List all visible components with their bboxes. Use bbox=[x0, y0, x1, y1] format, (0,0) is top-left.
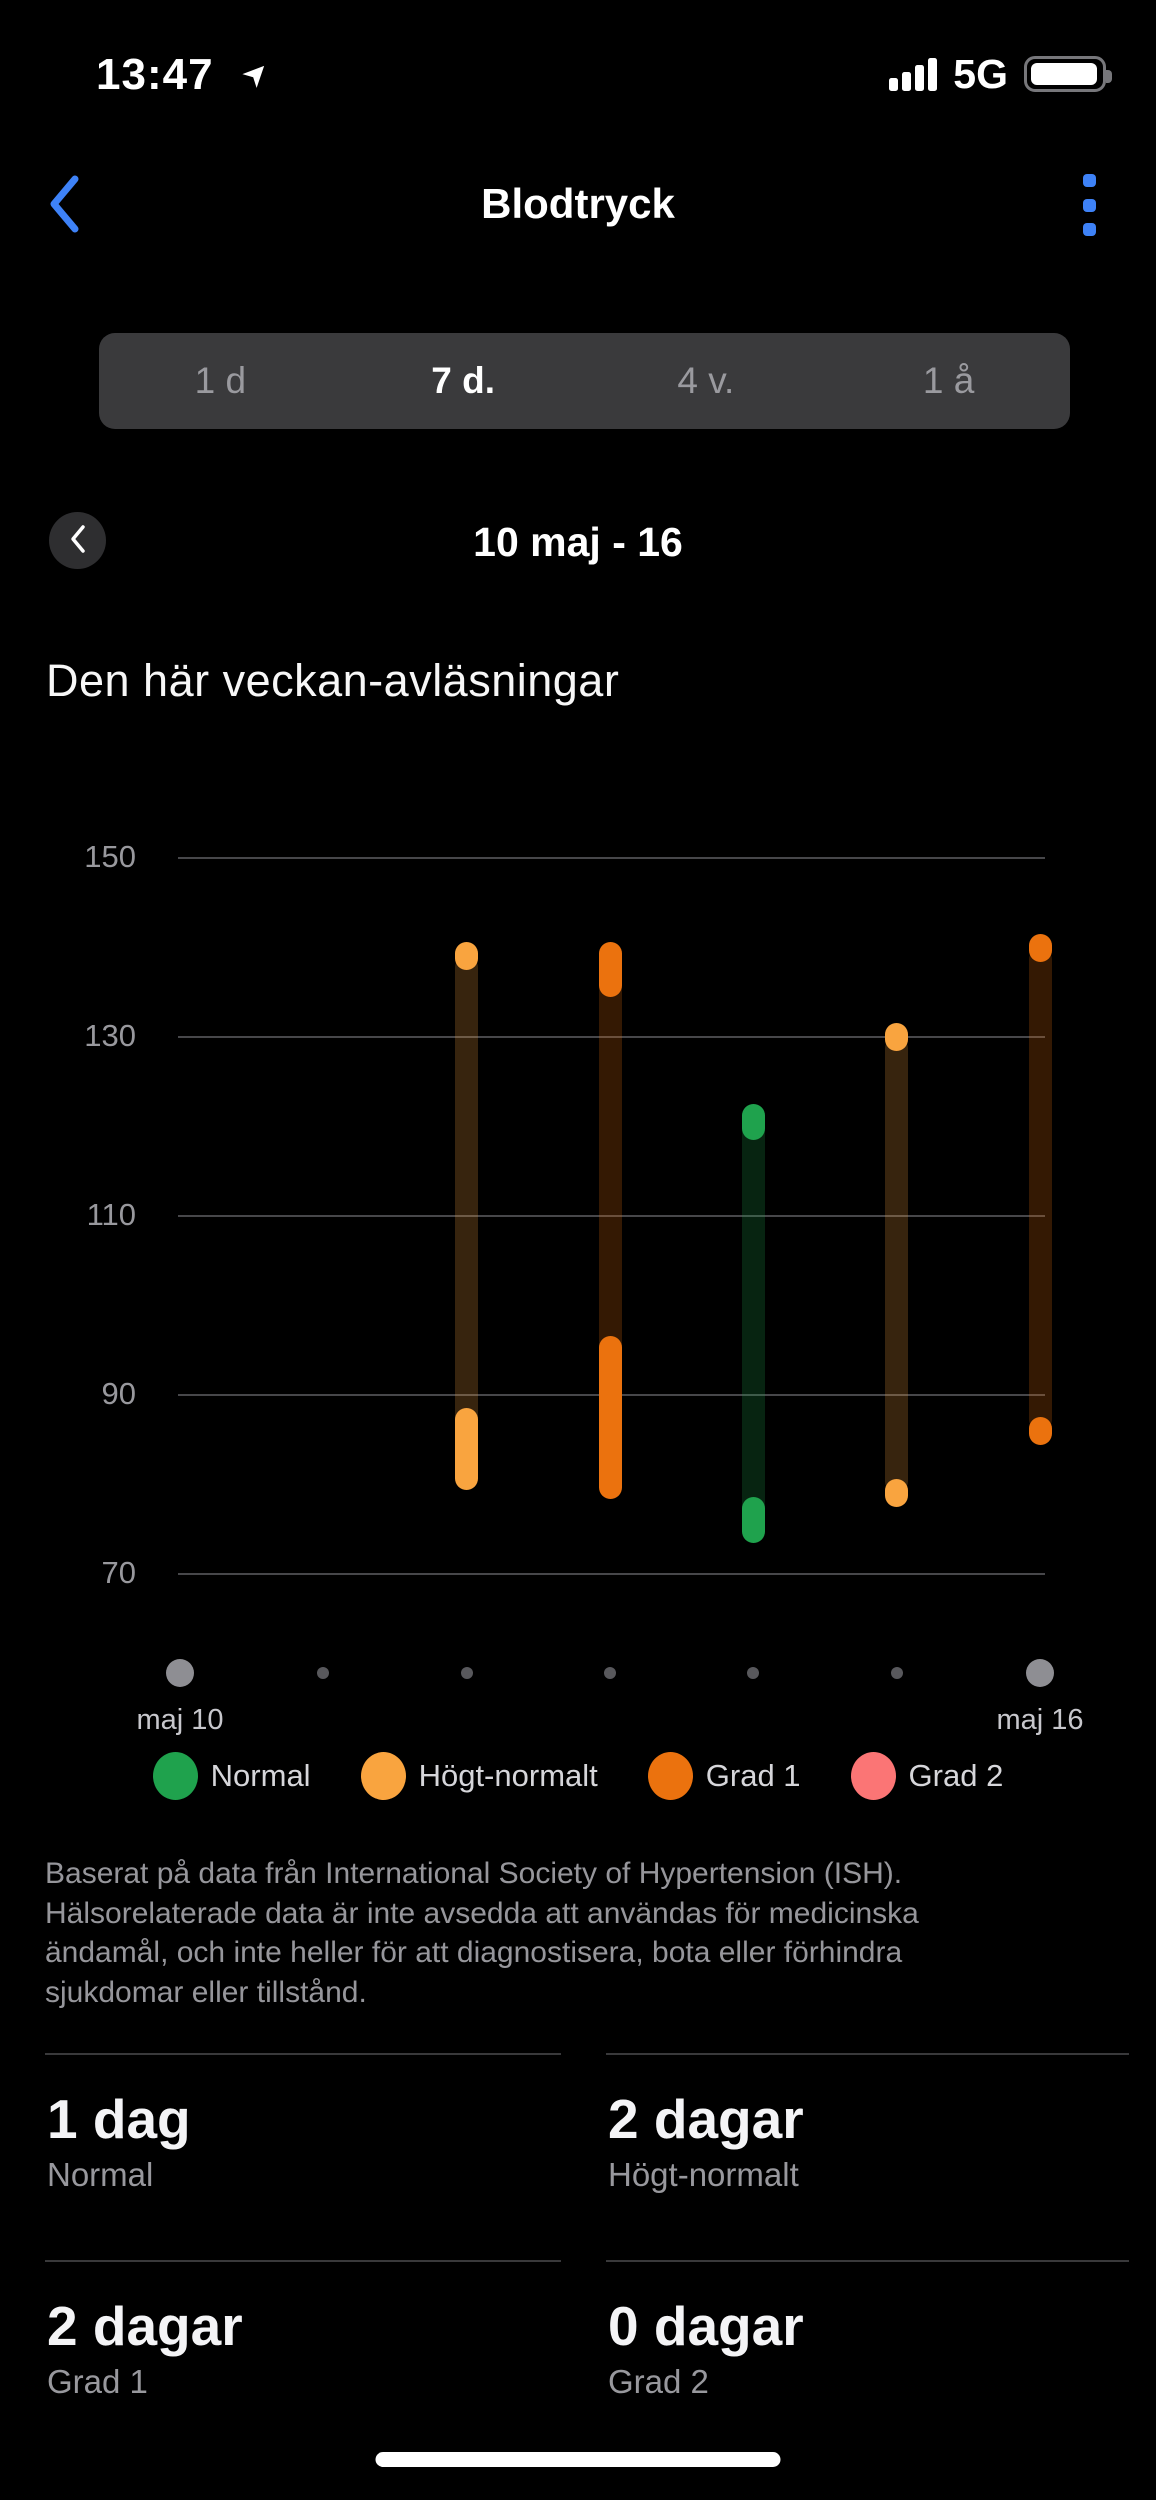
legend-dot bbox=[152, 1752, 198, 1800]
legend-dot bbox=[360, 1752, 406, 1800]
chart-gridline bbox=[178, 1573, 1045, 1575]
systolic-dot bbox=[885, 1023, 909, 1051]
stat-value: 2 dagar bbox=[47, 2295, 243, 2357]
legend-item: Grad 2 bbox=[850, 1752, 1004, 1800]
kebab-icon bbox=[1082, 223, 1096, 236]
back-button[interactable] bbox=[40, 172, 88, 236]
segment-option[interactable]: 1 d bbox=[99, 333, 342, 429]
week-range-label: 10 maj - 16 bbox=[473, 519, 683, 565]
disclaimer-line: ändamål, och inte heller för att diagnos… bbox=[45, 1936, 903, 1969]
chart-ytick-label: 130 bbox=[84, 1018, 136, 1053]
segment-option[interactable]: 4 v. bbox=[585, 333, 828, 429]
disclaimer-text: Baserat på data från International Socie… bbox=[45, 1854, 1125, 2012]
stat-value: 0 dagar bbox=[608, 2295, 804, 2357]
chart-ytick-label: 110 bbox=[86, 1197, 136, 1232]
diastolic-dot bbox=[598, 1336, 622, 1499]
x-axis-dot bbox=[890, 1667, 903, 1679]
kebab-icon bbox=[1082, 174, 1096, 187]
x-axis-dot bbox=[460, 1667, 473, 1679]
diastolic-dot bbox=[885, 1479, 909, 1508]
bp-day-track bbox=[741, 1117, 765, 1530]
back-chevron-icon bbox=[44, 175, 84, 239]
signal-bar bbox=[902, 72, 912, 91]
previous-week-button[interactable] bbox=[49, 512, 106, 569]
diastolic-dot bbox=[455, 1407, 479, 1490]
chart-legend: Normal Högt-normalt Grad 1 Grad 2 bbox=[0, 1752, 1156, 1800]
status-bar: 13:47 ➤ 5G bbox=[0, 44, 1156, 114]
x-axis-dot bbox=[317, 1667, 330, 1679]
chart-gridline bbox=[178, 1215, 1045, 1217]
x-axis-dot bbox=[166, 1659, 194, 1687]
x-axis-dot bbox=[747, 1667, 760, 1679]
chart-ytick-label: 70 bbox=[101, 1555, 136, 1590]
stats-grid: 1 dag Normal 2 dagar Högt-normalt 2 dagar Gra… bbox=[45, 2053, 1129, 2467]
x-axis-dot bbox=[604, 1667, 616, 1679]
stat-cell: 1 dag Normal bbox=[45, 2053, 561, 2260]
stat-label: Grad 1 bbox=[47, 2363, 148, 2400]
chart-gridline bbox=[178, 1036, 1045, 1038]
stat-cell: 0 dagar Grad 2 bbox=[606, 2260, 1129, 2467]
stat-cell: 2 dagar Högt-normalt bbox=[606, 2053, 1129, 2260]
signal-bar bbox=[928, 58, 938, 91]
nav-bar: Blodtryck bbox=[0, 168, 1156, 244]
week-nav: 10 maj - 16 bbox=[0, 505, 1156, 577]
systolic-dot bbox=[741, 1103, 765, 1141]
legend-label: Högt-normalt bbox=[418, 1758, 598, 1793]
battery-fill bbox=[1031, 63, 1098, 85]
chevron-left-icon bbox=[65, 522, 91, 559]
blood-pressure-chart: 150 130 110 90 70 maj 10 maj 16 bbox=[0, 820, 1156, 1740]
legend-label: Grad 1 bbox=[705, 1758, 801, 1793]
disclaimer-line: sjukdomar eller tillstånd. bbox=[45, 1975, 367, 2009]
battery-nub bbox=[1106, 70, 1112, 83]
stat-value: 1 dag bbox=[47, 2088, 191, 2150]
chart-gridline bbox=[178, 857, 1045, 859]
diastolic-dot bbox=[1028, 1416, 1052, 1445]
stat-label: Grad 2 bbox=[608, 2363, 709, 2400]
disclaimer-line: Hälsorelaterade data är inte avsedda att… bbox=[45, 1896, 919, 1930]
systolic-dot bbox=[1028, 933, 1052, 962]
home-indicator[interactable] bbox=[375, 2452, 781, 2467]
disclaimer-line: Baserat på data från International Socie… bbox=[45, 1857, 903, 1890]
legend-item: Högt-normalt bbox=[360, 1752, 598, 1800]
network-type-label: 5G bbox=[953, 50, 1008, 97]
overflow-menu-button[interactable] bbox=[1074, 174, 1104, 236]
signal-strength-icon bbox=[889, 57, 938, 91]
x-axis-label: maj 16 bbox=[996, 1704, 1084, 1736]
status-bar-right: 5G bbox=[889, 50, 1112, 97]
legend-dot bbox=[850, 1752, 896, 1800]
stat-label: Högt-normalt bbox=[608, 2156, 799, 2193]
x-axis-label: maj 10 bbox=[136, 1704, 224, 1736]
stat-value: 2 dagar bbox=[608, 2088, 804, 2150]
battery-icon bbox=[1024, 56, 1112, 92]
chart-ytick-label: 90 bbox=[101, 1376, 136, 1411]
kebab-icon bbox=[1082, 198, 1096, 212]
section-title: Den här veckan-avläsningar bbox=[46, 655, 620, 706]
x-axis-dot bbox=[1026, 1659, 1054, 1687]
stat-cell: 2 dagar Grad 1 bbox=[45, 2260, 561, 2467]
legend-label: Normal bbox=[210, 1758, 311, 1793]
signal-bar bbox=[889, 78, 899, 91]
clock-label: 13:47 bbox=[96, 50, 214, 99]
bp-day-track bbox=[1028, 947, 1052, 1431]
bp-day-track bbox=[455, 956, 479, 1476]
page-title: Blodtryck bbox=[481, 180, 675, 227]
location-arrow-icon: ➤ bbox=[234, 52, 278, 96]
stat-label: Normal bbox=[47, 2156, 154, 2193]
legend-item: Grad 1 bbox=[647, 1752, 801, 1800]
legend-label: Grad 2 bbox=[908, 1758, 1004, 1793]
chart-ytick-label: 150 bbox=[84, 839, 136, 874]
segment-option[interactable]: 7 d. bbox=[342, 333, 585, 429]
legend-item: Normal bbox=[152, 1752, 311, 1800]
bp-day-track bbox=[885, 1037, 909, 1494]
diastolic-dot bbox=[741, 1497, 765, 1544]
systolic-dot bbox=[598, 942, 622, 998]
signal-bar bbox=[915, 65, 925, 91]
segment-option[interactable]: 1 å bbox=[827, 333, 1070, 429]
legend-dot bbox=[647, 1752, 693, 1800]
systolic-dot bbox=[455, 942, 479, 971]
